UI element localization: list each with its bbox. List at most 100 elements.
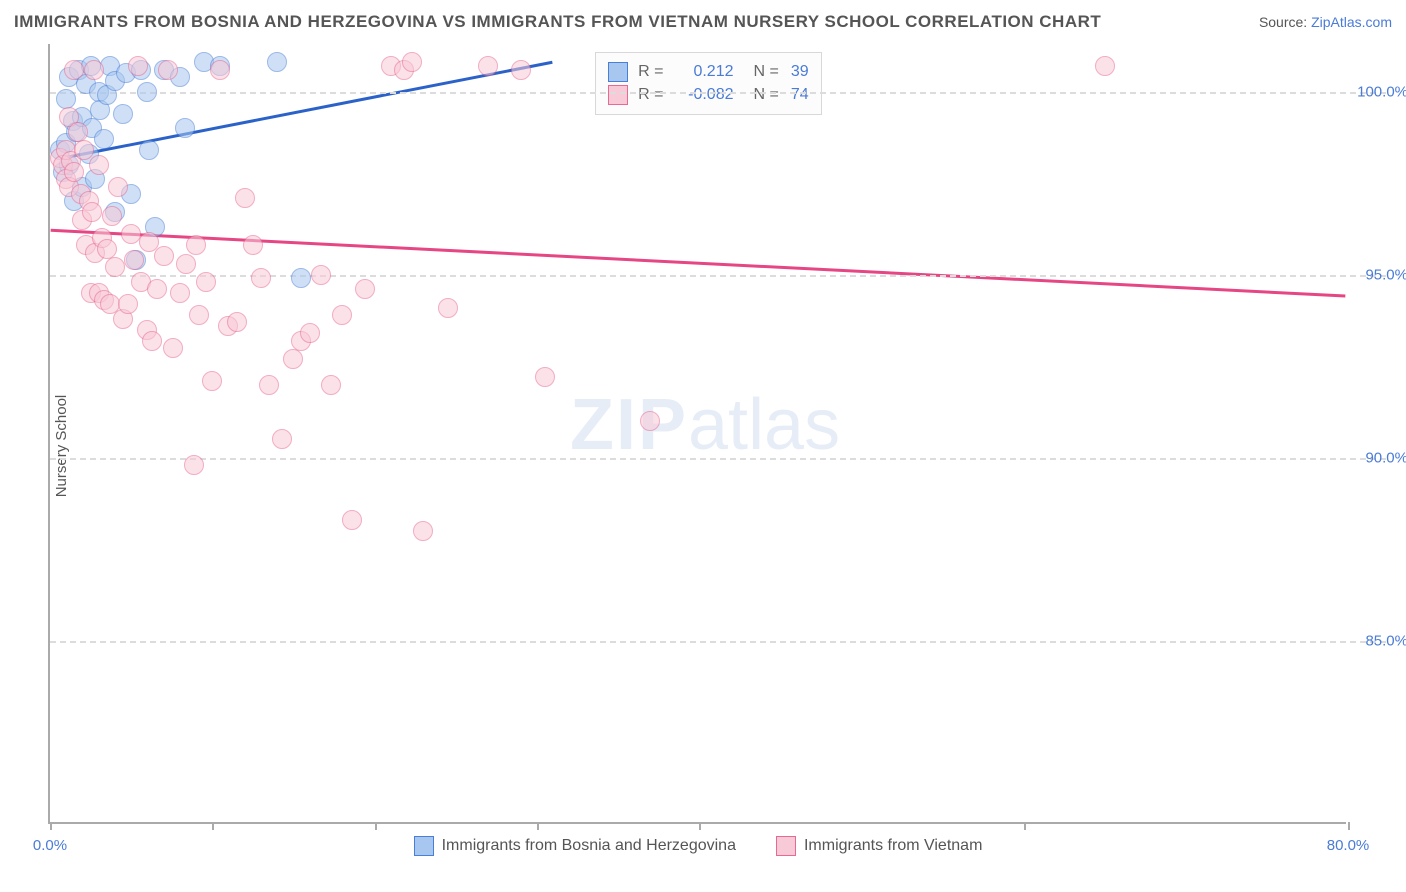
gridline [50,92,1386,94]
source-label: Source: [1259,14,1307,30]
data-point-vietnam [128,56,148,76]
data-point-vietnam [147,279,167,299]
x-tick-label: 0.0% [33,837,67,854]
data-point-vietnam [283,349,303,369]
data-point-vietnam [251,268,271,288]
stats-row-vietnam: R = -0.082 N = 74 [608,85,808,105]
data-point-vietnam [184,455,204,475]
data-point-vietnam [105,257,125,277]
legend-swatch-vietnam [776,836,796,856]
n-value: 74 [791,86,809,104]
data-point-vietnam [202,371,222,391]
data-point-bosnia [56,89,76,109]
trend-lines [50,44,1346,822]
x-tick-mark [1348,822,1350,830]
data-point-vietnam [321,375,341,395]
n-label: N = [754,86,779,104]
legend-swatch-bosnia [414,836,434,856]
watermark-zip: ZIP [570,385,688,465]
data-point-vietnam [300,323,320,343]
data-point-vietnam [511,60,531,80]
legend-item-vietnam: Immigrants from Vietnam [776,836,982,856]
data-point-bosnia [175,118,195,138]
x-tick-mark [212,822,214,830]
data-point-vietnam [154,246,174,266]
correlation-stats-box: R = 0.212 N = 39 R = -0.082 N = 74 [595,52,821,115]
data-point-vietnam [342,510,362,530]
data-point-vietnam [235,188,255,208]
watermark: ZIPatlas [570,384,840,466]
data-point-bosnia [94,129,114,149]
x-tick-mark [1024,822,1026,830]
swatch-vietnam [608,85,628,105]
scatter-plot-area: ZIPatlas R =0.212N =39R =-0.082N =74 Imm… [48,44,1346,824]
gridline [50,641,1386,643]
source-attribution: Source: ZipAtlas.com [1259,14,1392,30]
y-tick-label: 90.0% [1353,449,1406,466]
data-point-bosnia [113,104,133,124]
data-point-vietnam [64,162,84,182]
legend-label: Immigrants from Bosnia and Herzegovina [442,837,736,855]
data-point-vietnam [189,305,209,325]
data-point-vietnam [142,331,162,351]
data-point-vietnam [84,60,104,80]
data-point-vietnam [64,60,84,80]
r-value: -0.082 [676,86,734,104]
r-label: R = [638,63,663,81]
x-tick-mark [699,822,701,830]
title-bar: IMMIGRANTS FROM BOSNIA AND HERZEGOVINA V… [14,12,1392,32]
r-value: 0.212 [676,63,734,81]
data-point-vietnam [355,279,375,299]
x-tick-label: 80.0% [1327,837,1370,854]
data-point-vietnam [102,206,122,226]
legend-label: Immigrants from Vietnam [804,837,982,855]
data-point-vietnam [535,367,555,387]
data-point-bosnia [139,140,159,160]
data-point-vietnam [1095,56,1115,76]
data-point-vietnam [332,305,352,325]
data-point-vietnam [259,375,279,395]
data-point-vietnam [272,429,292,449]
data-point-vietnam [438,298,458,318]
data-point-bosnia [291,268,311,288]
data-point-vietnam [210,60,230,80]
data-point-vietnam [243,235,263,255]
x-tick-mark [537,822,539,830]
data-point-vietnam [413,521,433,541]
data-point-vietnam [68,122,88,142]
legend: Immigrants from Bosnia and Herzegovina Im… [50,836,1346,856]
data-point-vietnam [97,239,117,259]
data-point-vietnam [163,338,183,358]
data-point-vietnam [196,272,216,292]
x-tick-mark [375,822,377,830]
chart-title: IMMIGRANTS FROM BOSNIA AND HERZEGOVINA V… [14,12,1101,32]
r-label: R = [638,86,663,104]
data-point-bosnia [267,52,287,72]
data-point-vietnam [478,56,498,76]
gridline [50,458,1386,460]
data-point-vietnam [89,155,109,175]
data-point-vietnam [108,177,128,197]
data-point-vietnam [227,312,247,332]
y-tick-label: 85.0% [1353,632,1406,649]
data-point-vietnam [176,254,196,274]
watermark-rest: atlas [688,385,840,465]
source-value: ZipAtlas.com [1311,14,1392,30]
stats-row-bosnia: R = 0.212 N = 39 [608,62,808,82]
n-value: 39 [791,63,809,81]
data-point-vietnam [118,294,138,314]
x-tick-mark [50,822,52,830]
swatch-bosnia [608,62,628,82]
data-point-vietnam [170,283,190,303]
data-point-vietnam [311,265,331,285]
y-tick-label: 95.0% [1353,266,1406,283]
data-point-vietnam [640,411,660,431]
data-point-vietnam [158,60,178,80]
n-label: N = [754,63,779,81]
data-point-vietnam [186,235,206,255]
data-point-bosnia [137,82,157,102]
legend-item-bosnia: Immigrants from Bosnia and Herzegovina [414,836,736,856]
y-tick-label: 100.0% [1353,83,1406,100]
data-point-vietnam [82,202,102,222]
data-point-vietnam [402,52,422,72]
